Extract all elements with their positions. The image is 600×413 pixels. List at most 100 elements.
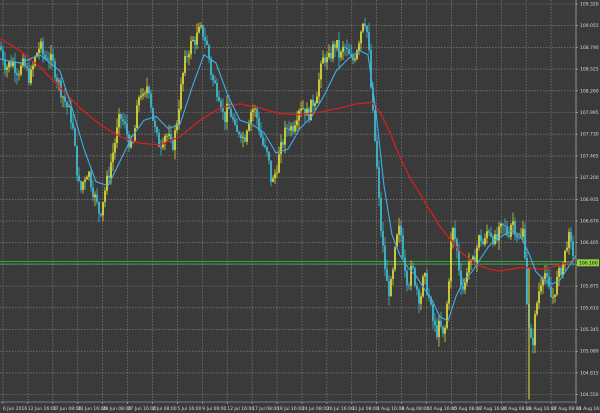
- candle-body: [86, 176, 88, 180]
- candle-body: [352, 56, 354, 61]
- candle-body: [344, 46, 346, 48]
- candle-body: [536, 303, 538, 315]
- candle-body: [410, 265, 412, 286]
- candle-body: [174, 130, 176, 150]
- candle-body: [12, 62, 14, 67]
- candle-body: [154, 120, 156, 127]
- candle-body: [554, 294, 556, 297]
- x-tick-label: 31 Jul 08:00: [352, 406, 379, 412]
- candle-body: [242, 137, 244, 139]
- candle-body: [338, 39, 340, 58]
- candle-body: [92, 187, 94, 198]
- candle-body: [372, 87, 374, 111]
- candle-body: [76, 146, 78, 176]
- fast-moving-average-line: [0, 50, 577, 322]
- candle-body: [280, 142, 282, 155]
- candle-body: [310, 99, 312, 121]
- candle-body: [14, 62, 16, 73]
- candle-body: [516, 235, 518, 238]
- candle-body: [464, 282, 466, 290]
- candle-body: [314, 103, 316, 106]
- candle-body: [404, 257, 406, 272]
- candle-body: [306, 108, 308, 116]
- candle-body: [240, 134, 242, 139]
- candle-body: [84, 179, 86, 182]
- candle-body: [250, 112, 252, 123]
- candle-body: [408, 285, 410, 287]
- candle-body: [200, 25, 202, 27]
- candle-body: [456, 238, 458, 251]
- candle-body: [226, 103, 228, 123]
- candle-body: [312, 99, 314, 106]
- candle-body: [178, 108, 180, 124]
- candle-body: [450, 240, 452, 282]
- moving-averages: [0, 37, 577, 322]
- candle-body: [358, 43, 360, 51]
- x-tick-label: 9 Jul 08:00: [202, 406, 226, 412]
- candle-body: [564, 250, 566, 263]
- candle-body: [90, 171, 92, 188]
- candle-body: [438, 320, 440, 338]
- candle-body: [158, 132, 160, 147]
- candle-body: [164, 135, 166, 143]
- candle-body: [212, 74, 214, 81]
- candle-body: [378, 167, 380, 198]
- candle-body: [336, 39, 338, 49]
- candle-body: [114, 143, 116, 153]
- candle-body: [452, 228, 454, 241]
- candle-body: [132, 141, 134, 143]
- candle-body: [506, 226, 508, 236]
- candle-body: [38, 48, 40, 54]
- candle-body: [196, 32, 198, 45]
- candle-body: [88, 171, 90, 177]
- candle-body: [480, 235, 482, 242]
- candle-body: [544, 273, 546, 279]
- candle-body: [98, 202, 100, 214]
- candle-body: [214, 80, 216, 84]
- x-tick-label: 24 Jul 08:00: [302, 406, 329, 412]
- candle-body: [320, 63, 322, 80]
- candle-body: [526, 258, 528, 305]
- candle-body: [542, 278, 544, 286]
- candle-body: [102, 201, 104, 216]
- candle-body: [232, 116, 234, 120]
- candle-body: [6, 67, 8, 70]
- candle-body: [100, 213, 102, 216]
- candle-body: [150, 93, 152, 108]
- candle-body: [118, 114, 120, 128]
- candle-body: [26, 66, 28, 68]
- candle-body: [386, 269, 388, 282]
- y-tick-label: 108.260: [580, 88, 599, 94]
- candle-body: [66, 101, 68, 108]
- candle-body: [484, 238, 486, 245]
- candle-body: [68, 106, 70, 108]
- candle-body: [272, 178, 274, 182]
- candle-body: [430, 297, 432, 305]
- candle-body: [442, 326, 444, 334]
- candle-body: [192, 39, 194, 41]
- x-tick-label: 12 Jul 16:00: [227, 406, 254, 412]
- candle-body: [184, 56, 186, 73]
- candle-body: [290, 126, 292, 131]
- candle-body: [572, 241, 574, 256]
- candle-body: [42, 41, 44, 55]
- candle-body: [182, 72, 184, 85]
- candle-body: [248, 122, 250, 131]
- candle-body: [64, 96, 66, 102]
- candle-body: [120, 114, 122, 120]
- candle-body: [288, 128, 290, 131]
- candle-body: [284, 127, 286, 145]
- candle-body: [502, 223, 504, 226]
- y-tick-label: 108.525: [580, 67, 599, 73]
- candle-body: [432, 304, 434, 321]
- candle-body: [32, 65, 34, 70]
- candle-body: [546, 273, 548, 277]
- candle-body: [330, 52, 332, 59]
- candle-body: [110, 162, 112, 179]
- candle-body: [458, 250, 460, 271]
- candle-body: [488, 231, 490, 233]
- candle-body: [382, 230, 384, 246]
- candle-body: [96, 194, 98, 203]
- candle-body: [396, 234, 398, 248]
